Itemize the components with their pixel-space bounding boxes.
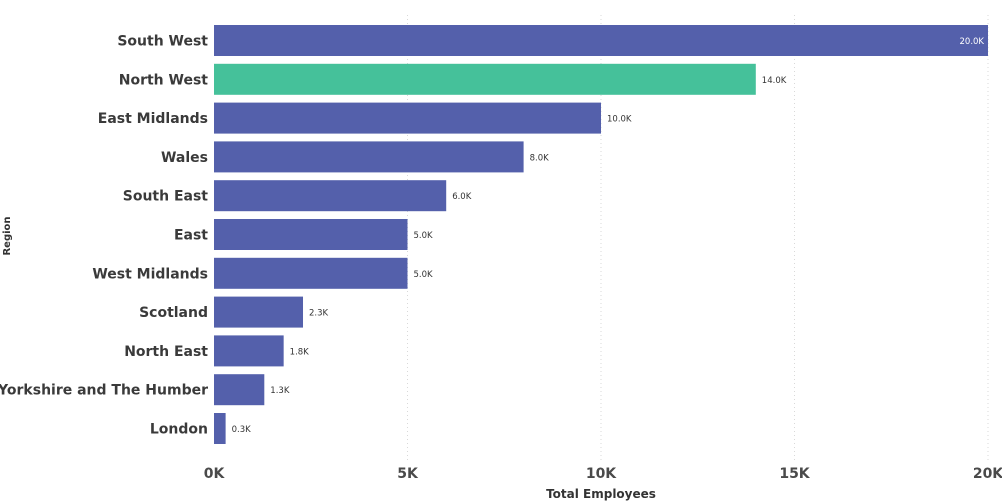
data-label: 1.3K [270,386,290,396]
data-label: 6.0K [452,192,472,202]
data-label: 14.0K [762,76,787,86]
y-axis-title: Region [2,216,13,255]
data-label: 0.3K [232,425,252,435]
x-tick-label: 10K [586,466,617,482]
bar[interactable] [214,257,408,289]
y-tick-label: Wales [161,150,208,166]
grid-layer [407,15,989,462]
bar[interactable] [214,180,447,212]
bar[interactable] [214,63,756,95]
y-tick-label: Scotland [139,305,208,321]
data-label: 10.0K [607,115,632,125]
data-label: 5.0K [414,231,434,241]
x-tick-label: 15K [779,466,810,482]
x-tick-label: 20K [973,466,1002,482]
x-axis-title: Total Employees [546,487,656,501]
y-tick-label: South East [123,189,209,205]
bar[interactable] [214,141,524,173]
y-tick-label: North West [119,72,209,88]
data-label: 20.0K [960,37,985,47]
category-labels: South West North West East Midlands Wales So… [0,34,208,438]
y-tick-label: North East [124,344,208,360]
x-tick-label: 0K [204,466,226,482]
data-labels: 20.0K 14.0K 10.0K 8.0K 6.0K 5.0K 5.0K 2.3K 1.8K 1… [232,37,985,435]
bars-layer [214,25,988,444]
data-label: 2.3K [309,309,329,319]
y-tick-label: East Midlands [98,111,208,127]
data-label: 8.0K [530,153,550,163]
bar[interactable] [214,413,226,444]
bar[interactable] [214,25,988,56]
y-tick-label: West Midlands [92,266,208,282]
y-tick-label: South West [117,34,208,50]
x-axis-ticks: 0K 5K 10K 15K 20K [204,466,1002,482]
bar[interactable] [214,335,284,367]
y-tick-label: Yorkshire and The Humber [0,383,208,399]
bar[interactable] [214,374,265,406]
y-tick-label: East [174,228,208,244]
y-tick-label: London [150,422,208,438]
x-tick-label: 5K [397,466,419,482]
data-label: 1.8K [290,347,310,357]
data-label: 5.0K [414,270,434,280]
bar[interactable] [214,102,601,134]
bar[interactable] [214,219,408,250]
bar[interactable] [214,296,304,328]
